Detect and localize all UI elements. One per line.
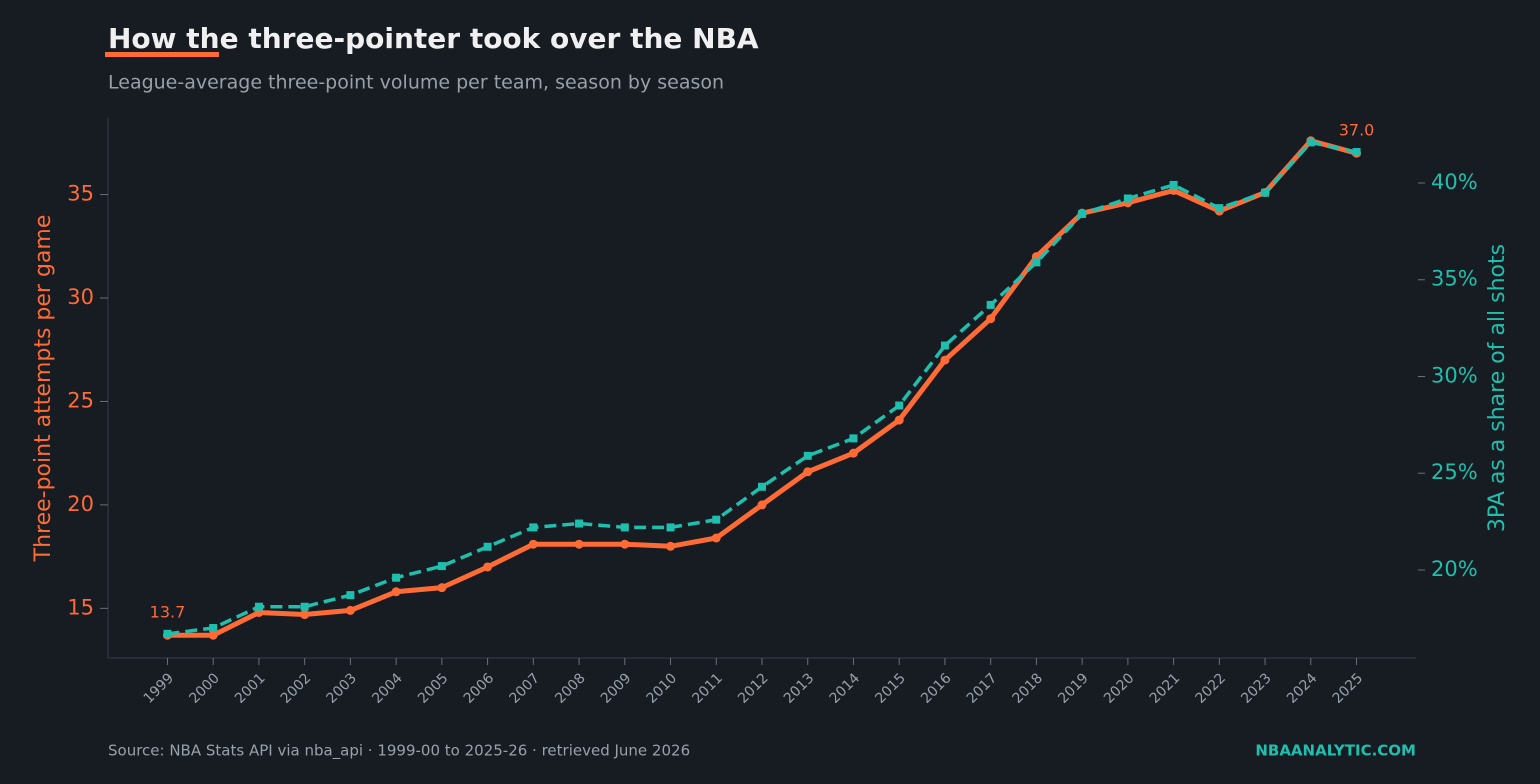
point-marker bbox=[712, 515, 721, 524]
point-marker bbox=[209, 624, 218, 633]
point-marker bbox=[848, 448, 858, 458]
point-marker bbox=[254, 602, 263, 611]
source-note: Source: NBA Stats API via nba_api · 1999… bbox=[108, 742, 690, 761]
point-marker bbox=[392, 573, 401, 582]
point-marker bbox=[529, 523, 538, 532]
point-marker bbox=[391, 587, 401, 597]
point-marker bbox=[895, 401, 904, 410]
y2-tick-label: 40% bbox=[1431, 170, 1478, 194]
point-marker bbox=[1123, 194, 1132, 203]
y-tick-label: 35 bbox=[67, 182, 94, 206]
y-tick-label: 20 bbox=[67, 492, 94, 516]
chart-subtitle: League-average three-point volume per te… bbox=[108, 72, 724, 94]
point-marker bbox=[575, 519, 584, 528]
point-marker bbox=[803, 467, 813, 477]
y-axis-label: Three-point attempts per game bbox=[31, 215, 56, 563]
point-marker bbox=[894, 415, 904, 425]
point-marker bbox=[986, 314, 996, 324]
point-marker bbox=[346, 591, 355, 600]
y2-tick-label: 30% bbox=[1431, 363, 1478, 387]
point-marker bbox=[1169, 180, 1178, 189]
point-marker bbox=[711, 533, 721, 543]
point-marker bbox=[620, 523, 629, 532]
point-marker bbox=[483, 542, 492, 551]
point-marker bbox=[300, 602, 309, 611]
point-marker bbox=[940, 341, 949, 350]
point-marker bbox=[758, 482, 766, 491]
point-marker bbox=[986, 300, 995, 309]
y2-tick-label: 20% bbox=[1431, 557, 1478, 581]
y2-tick-label: 25% bbox=[1431, 460, 1478, 484]
value-label: 37.0 bbox=[1339, 121, 1375, 140]
series-line bbox=[167, 140, 1357, 636]
point-marker bbox=[1261, 188, 1270, 197]
y-tick-label: 30 bbox=[67, 285, 94, 309]
chart-title: How the three-pointer took over the NBA bbox=[108, 22, 759, 55]
point-marker bbox=[666, 523, 675, 532]
y2-axis-label: 3PA as a share of all shots bbox=[1485, 244, 1510, 532]
point-marker bbox=[300, 610, 310, 620]
point-marker bbox=[849, 434, 858, 443]
point-marker bbox=[1306, 138, 1315, 147]
point-marker bbox=[483, 562, 493, 572]
y-tick-label: 25 bbox=[67, 388, 94, 412]
point-marker bbox=[437, 583, 447, 593]
point-marker bbox=[437, 562, 446, 571]
brand: NBAANALYTIC.COM bbox=[1255, 742, 1416, 760]
point-marker bbox=[666, 541, 676, 551]
point-marker bbox=[1352, 148, 1361, 157]
point-marker bbox=[163, 629, 172, 638]
point-marker bbox=[940, 355, 950, 365]
point-marker bbox=[208, 630, 218, 640]
point-marker bbox=[1032, 258, 1041, 267]
value-label: 13.7 bbox=[150, 603, 186, 622]
y-tick-label: 15 bbox=[67, 595, 94, 619]
point-marker bbox=[1078, 209, 1087, 218]
point-marker bbox=[345, 605, 355, 615]
point-marker bbox=[803, 451, 812, 460]
point-marker bbox=[757, 500, 767, 510]
y2-tick-label: 35% bbox=[1431, 267, 1478, 291]
title-underline bbox=[105, 52, 219, 57]
point-marker bbox=[620, 539, 630, 549]
point-marker bbox=[574, 539, 584, 549]
point-marker bbox=[1215, 204, 1224, 213]
point-marker bbox=[528, 539, 538, 549]
